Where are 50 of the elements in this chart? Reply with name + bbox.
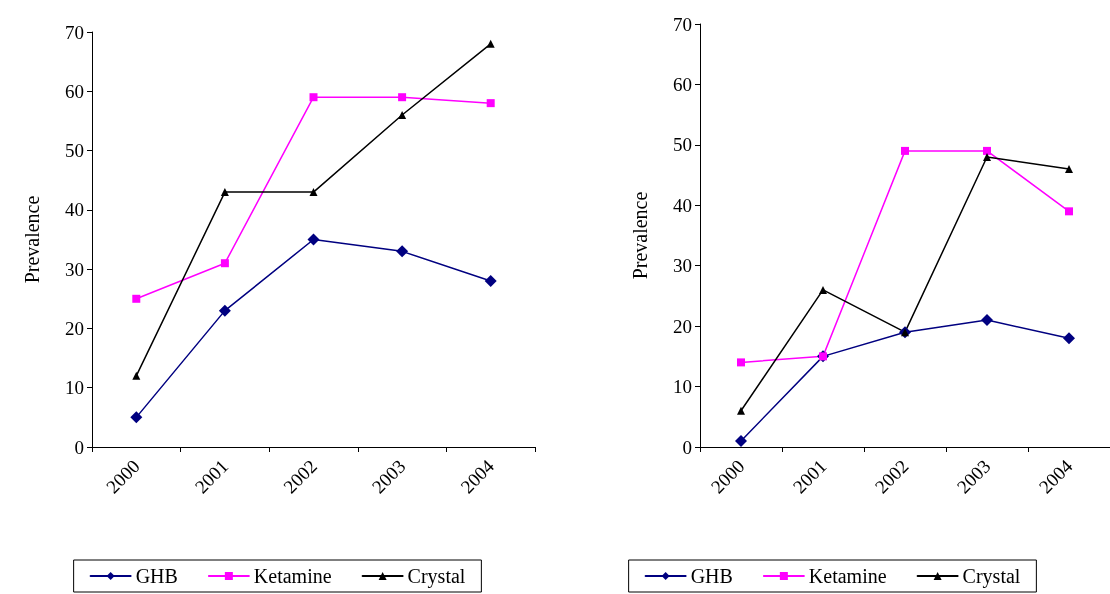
y-tick-label: 20	[673, 315, 692, 337]
y-tick-label: 70	[65, 21, 84, 43]
legend-label: Crystal	[962, 565, 1021, 588]
point	[486, 39, 495, 48]
y-tick-label: 40	[673, 194, 692, 216]
point	[486, 99, 495, 108]
point	[1065, 207, 1073, 216]
point	[309, 93, 318, 102]
point	[737, 358, 745, 367]
point	[1065, 165, 1073, 174]
point	[819, 285, 827, 294]
y-tick-label: 10	[673, 376, 692, 398]
point	[220, 188, 229, 197]
y-tick-label: 30	[65, 258, 84, 280]
y-tick-label: 50	[673, 134, 692, 156]
y-axis-title: Prevalence	[629, 191, 651, 280]
y-tick-label: 60	[65, 80, 84, 102]
point	[132, 371, 141, 380]
y-tick-label: 10	[65, 377, 84, 399]
y-tick-label: 30	[673, 255, 692, 277]
point	[218, 304, 231, 317]
y-tick-label: 40	[65, 199, 84, 221]
legend-label: Ketamine	[253, 565, 332, 587]
y-tick-label: 20	[65, 317, 84, 339]
y-tick-label: 0	[682, 436, 692, 458]
point	[307, 233, 320, 246]
point	[130, 411, 143, 424]
point	[396, 245, 409, 258]
y-tick-label: 50	[65, 140, 84, 162]
point	[398, 93, 407, 102]
y-axis-title: Prevalence	[21, 195, 43, 284]
point	[735, 434, 747, 447]
y-tick-label: 60	[673, 73, 692, 95]
legend-label: GHB	[135, 565, 178, 587]
point	[398, 111, 407, 119]
point	[981, 314, 993, 327]
point	[737, 406, 745, 415]
y-tick-label: 0	[74, 436, 84, 458]
point	[901, 146, 909, 155]
point	[983, 146, 991, 155]
point	[132, 294, 141, 303]
y-tick-label: 70	[673, 13, 692, 35]
legend-label: Ketamine	[808, 565, 887, 587]
legend-label: Crystal	[407, 565, 466, 588]
point	[309, 188, 318, 197]
point	[484, 275, 497, 287]
legend-label: GHB	[690, 565, 733, 587]
point	[983, 152, 991, 161]
point	[1063, 332, 1075, 345]
point	[220, 259, 229, 268]
